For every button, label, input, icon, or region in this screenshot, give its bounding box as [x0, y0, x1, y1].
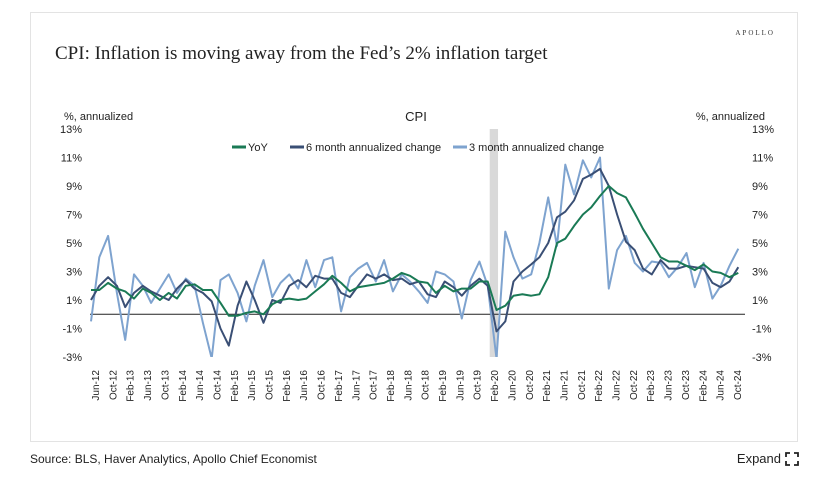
- y-tick-label-right: 3%: [752, 267, 768, 279]
- y-tick-label-right: 9%: [752, 181, 768, 193]
- x-tick-label: Oct-24: [733, 370, 744, 400]
- y-tick-label-left: 11%: [61, 153, 82, 165]
- y-tick-label-left: 1%: [66, 295, 82, 307]
- x-tick-label: Feb-19: [438, 370, 449, 402]
- y-tick-label-right: 11%: [752, 153, 773, 165]
- series-line-six_month: [90, 167, 740, 347]
- x-tick-label: Oct-12: [108, 370, 119, 400]
- x-tick-label: Jun-16: [299, 370, 310, 401]
- expand-button[interactable]: Expand: [737, 451, 799, 466]
- y-tick-label-left: -3%: [62, 352, 82, 364]
- x-tick-label: Jun-12: [91, 370, 102, 401]
- y-tick-label-left: 9%: [66, 181, 82, 193]
- y-axis-label-right: %, annualized: [696, 111, 765, 123]
- series-line-yoy: [91, 185, 739, 317]
- x-tick-label: Feb-23: [646, 370, 657, 402]
- legend-label-yoy: YoY: [248, 142, 268, 154]
- x-tick-label: Oct-20: [525, 370, 536, 400]
- x-tick-label: Feb-14: [178, 370, 189, 402]
- x-tick-label: Feb-20: [490, 370, 501, 402]
- x-tick-label: Oct-14: [212, 370, 223, 400]
- x-tick-label: Oct-23: [681, 370, 692, 400]
- y-tick-label-right: 13%: [752, 124, 774, 136]
- y-tick-label-left: 13%: [60, 124, 82, 136]
- x-tick-label: Feb-17: [334, 370, 345, 402]
- x-tick-label: Oct-17: [369, 370, 380, 400]
- x-tick-label: Jun-23: [664, 370, 675, 401]
- x-tick-label: Feb-21: [542, 370, 553, 402]
- y-tick-label-left: 5%: [66, 238, 82, 250]
- x-tick-label: Feb-22: [594, 370, 605, 402]
- y-tick-label-right: -1%: [752, 324, 772, 336]
- x-tick-label: Oct-16: [317, 370, 328, 400]
- y-tick-label-right: -3%: [752, 352, 772, 364]
- x-tick-label: Oct-22: [629, 370, 640, 400]
- y-axis-label-left: %, annualized: [64, 111, 133, 123]
- x-tick-label: Oct-21: [577, 370, 588, 400]
- x-tick-label: Jun-18: [403, 370, 414, 401]
- recession-shading: [489, 129, 499, 357]
- x-tick-label: Jun-19: [455, 370, 466, 401]
- page-title: CPI: Inflation is moving away from the F…: [55, 43, 548, 64]
- expand-label: Expand: [736, 451, 781, 466]
- y-tick-label-left: -1%: [62, 324, 82, 336]
- x-tick-label: Oct-19: [473, 370, 484, 400]
- x-tick-label: Feb-15: [230, 370, 241, 402]
- apollo-logo: APOLLO: [735, 29, 775, 37]
- series-line-three_month: [90, 156, 740, 357]
- x-tick-label: Feb-18: [386, 370, 397, 402]
- x-tick-label: Jun-21: [559, 370, 570, 401]
- x-tick-label: Feb-16: [282, 370, 293, 402]
- chart-card: APOLLO CPI: Inflation is moving away fro…: [30, 12, 798, 442]
- y-tick-label-right: 5%: [752, 238, 768, 250]
- chart-title: CPI: [405, 109, 427, 124]
- source-note: Source: BLS, Haver Analytics, Apollo Chi…: [30, 452, 317, 466]
- x-tick-label: Jun-24: [716, 370, 727, 401]
- x-tick-label: Oct-18: [421, 370, 432, 400]
- y-tick-label-right: 1%: [752, 295, 768, 307]
- x-tick-label: Jun-17: [351, 370, 362, 401]
- expand-icon: [785, 451, 799, 466]
- y-tick-label-left: 3%: [66, 267, 82, 279]
- x-tick-label: Feb-24: [698, 370, 709, 402]
- x-tick-label: Jun-20: [507, 370, 518, 401]
- x-tick-label: Jun-14: [195, 370, 206, 401]
- legend-label-three_month: 3 month annualized change: [469, 142, 604, 154]
- legend-label-six_month: 6 month annualized change: [306, 142, 441, 154]
- x-tick-label: Jun-13: [143, 370, 154, 401]
- x-tick-label: Oct-13: [160, 370, 171, 400]
- x-tick-label: Feb-13: [126, 370, 137, 402]
- y-tick-label-left: 7%: [66, 210, 82, 222]
- x-tick-label: Jun-22: [612, 370, 623, 401]
- y-tick-label-right: 7%: [752, 210, 768, 222]
- x-tick-label: Oct-15: [265, 370, 276, 400]
- x-tick-label: Jun-15: [247, 370, 258, 401]
